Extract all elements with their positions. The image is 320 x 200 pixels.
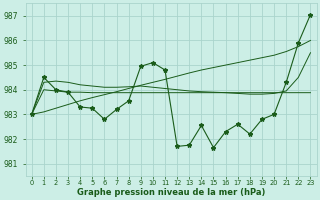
- X-axis label: Graphe pression niveau de la mer (hPa): Graphe pression niveau de la mer (hPa): [77, 188, 265, 197]
